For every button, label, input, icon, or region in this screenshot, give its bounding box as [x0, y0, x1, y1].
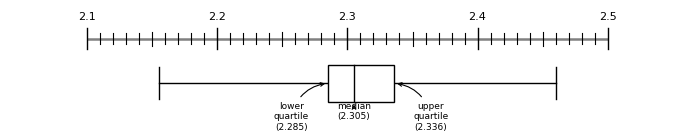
- Text: 2.1: 2.1: [79, 12, 96, 22]
- Text: lower
quartile
(2.285): lower quartile (2.285): [274, 83, 324, 131]
- Bar: [328, 65, 395, 102]
- Text: 2.3: 2.3: [338, 12, 357, 22]
- Text: upper
quartile
(2.336): upper quartile (2.336): [398, 83, 448, 131]
- Text: median
(2.305): median (2.305): [337, 102, 371, 121]
- Text: 2.5: 2.5: [599, 12, 616, 22]
- Text: 2.4: 2.4: [468, 12, 487, 22]
- Text: 2.2: 2.2: [208, 12, 226, 22]
